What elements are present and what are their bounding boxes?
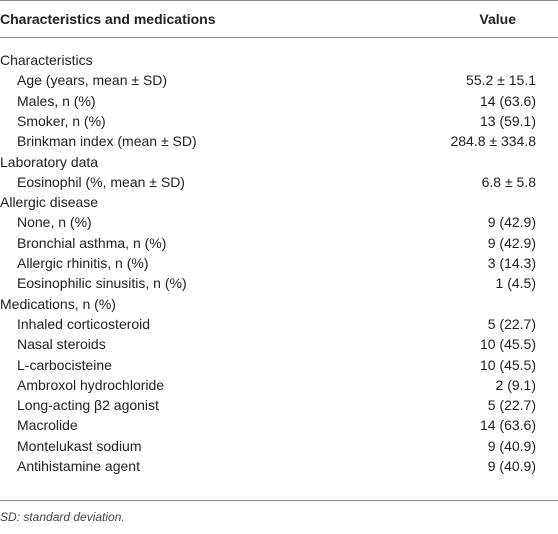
header-cell: Value (479, 11, 516, 27)
bottom-rule (0, 500, 558, 501)
header-cell: Characteristics and medications (0, 11, 216, 27)
row-label: Antihistamine agent (17, 458, 140, 474)
table-row: L-carbocisteine 10 (45.5) (0, 355, 558, 375)
row-label: L-carbocisteine (17, 356, 112, 373)
row-label: Brinkman index (mean ± SD) (17, 133, 197, 150)
table-row: Macrolide 14 (63.6) (0, 415, 558, 435)
row-value: 9 (42.9) (487, 234, 536, 251)
row-value: 55.2 ± 15.1 (466, 72, 536, 89)
row-label: Smoker, n (%) (17, 112, 106, 129)
row-label: None, n (%) (17, 214, 92, 231)
table-row: Males, n (%) 14 (63.6) (0, 91, 558, 111)
table-row: Bronchial asthma, n (%) 9 (42.9) (0, 233, 558, 253)
table-row: Allergic rhinitis, n (%) 3 (14.3) (0, 253, 558, 273)
section-row: Medications, n (%) (0, 294, 558, 314)
table-header: Characteristics and medications Value (0, 0, 558, 38)
table-row: Long-acting β2 agonist 5 (22.7) (0, 395, 558, 415)
row-value: 1 (4.5) (495, 275, 536, 292)
row-value: 13 (59.1) (479, 112, 536, 129)
row-value: 5 (22.7) (487, 315, 536, 332)
row-value: 9 (40.9) (487, 458, 536, 474)
row-value: 10 (45.5) (479, 356, 536, 373)
row-label: Nasal steroids (17, 336, 106, 353)
row-value: 5 (22.7) (487, 397, 536, 414)
row-label: Eosinophilic sinusitis, n (%) (17, 275, 187, 292)
row-value: 14 (63.6) (479, 92, 536, 109)
row-label: Males, n (%) (17, 92, 96, 109)
table-row: Antihistamine agent 9 (40.9) (0, 456, 558, 476)
table-row: Ambroxol hydrochloride 2 (9.1) (0, 375, 558, 395)
table-row: None, n (%) 9 (42.9) (0, 212, 558, 232)
section-row: Laboratory data (0, 152, 558, 172)
row-value: 2 (9.1) (495, 376, 536, 393)
section-row: Characteristics (0, 50, 558, 70)
row-label: Ambroxol hydrochloride (17, 376, 165, 393)
row-label: Allergic rhinitis, n (%) (17, 255, 149, 271)
table-row: Nasal steroids 10 (45.5) (0, 334, 558, 354)
table-row: Smoker, n (%) 13 (59.1) (0, 111, 558, 131)
row-value: 10 (45.5) (479, 336, 536, 353)
table-row: Montelukast sodium 9 (40.9) (0, 436, 558, 456)
row-value: 6.8 ± 5.8 (481, 173, 536, 190)
row-value: 3 (14.3) (487, 255, 536, 271)
section-title: Laboratory data (0, 153, 99, 170)
row-value: 14 (63.6) (479, 417, 536, 434)
table-row: Age (years, mean ± SD) 55.2 ± 15.1 (0, 70, 558, 90)
section-row: Allergic disease (0, 192, 558, 212)
row-label: Eosinophil (%, mean ± SD) (17, 173, 185, 190)
row-label: Bronchial asthma, n (%) (17, 234, 167, 251)
row-value: 9 (40.9) (487, 437, 536, 454)
row-value: 9 (42.9) (487, 214, 536, 231)
row-value: 284.8 ± 334.8 (450, 133, 536, 150)
row-label: Age (years, mean ± SD) (17, 72, 168, 89)
section-title: Characteristics (0, 52, 93, 68)
row-label: Macrolide (17, 417, 78, 434)
table-row: Eosinophil (%, mean ± SD) 6.8 ± 5.8 (0, 172, 558, 192)
footnote: SD: standard deviation. (0, 510, 125, 524)
table-row: Eosinophilic sinusitis, n (%) 1 (4.5) (0, 273, 558, 293)
table-row: Brinkman index (mean ± SD) 284.8 ± 334.8 (0, 131, 558, 151)
section-title: Allergic disease (0, 194, 99, 211)
row-label: Long-acting β2 agonist (17, 397, 159, 414)
row-label: Montelukast sodium (17, 437, 142, 454)
row-label: Inhaled corticosteroid (17, 315, 151, 332)
section-title: Medications, n (%) (0, 295, 116, 312)
table-row: Inhaled corticosteroid 5 (22.7) (0, 314, 558, 334)
